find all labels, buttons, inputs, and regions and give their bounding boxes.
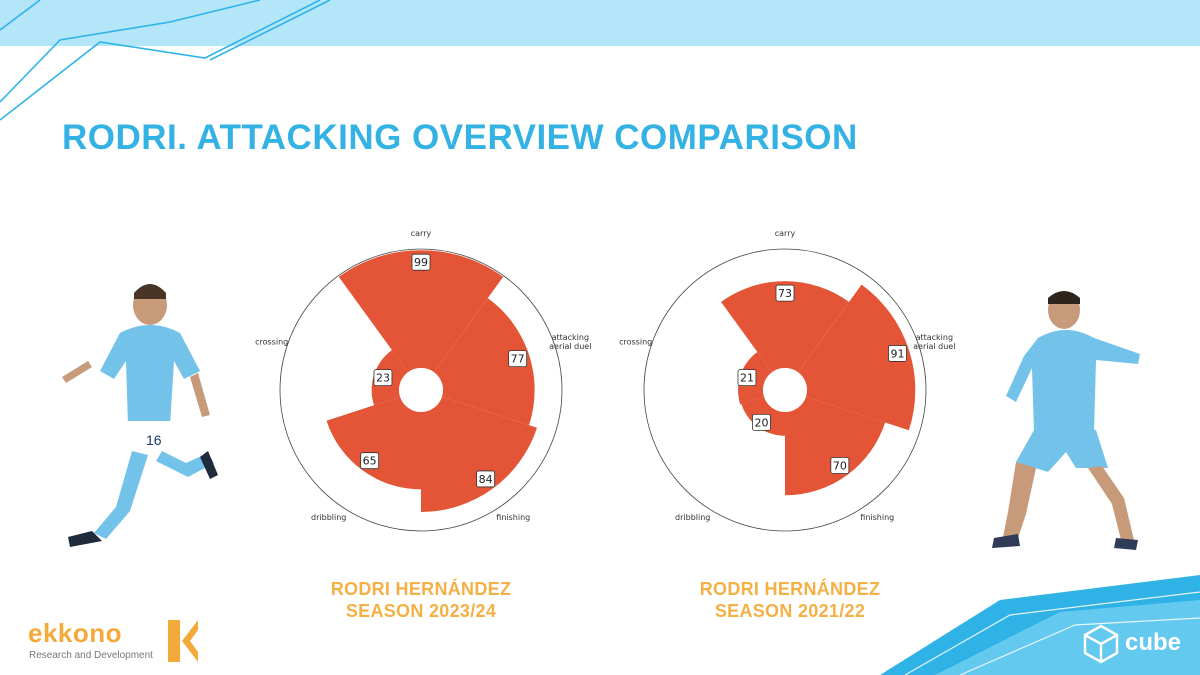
caption-season: SEASON 2021/22 [714,601,866,621]
bar-finishing [421,396,537,512]
cube-icon [1083,624,1119,664]
axis-label-attacking-aerial-duel: attacking aerial duel [913,333,955,351]
axis-label-dribbling: dribbling [675,513,710,522]
ekkono-brand-text: ekkono [28,618,123,648]
chart-caption-2021-22: RODRI HERNÁNDEZ SEASON 2021/22 [660,578,920,622]
player-right-photo [992,291,1140,550]
value-label-dribbling: 65 [360,452,380,470]
value-label-attacking-aerial-duel: 91 [888,345,907,362]
value-label-finishing: 70 [830,457,850,474]
axis-label-crossing: crossing [255,337,288,346]
caption-season: SEASON 2023/24 [345,601,497,621]
value-label-crossing: 21 [737,369,757,387]
player-left-photo: 16 [62,284,218,547]
value-label-carry: 99 [411,253,431,271]
bar-attacking-aerial-duel [797,284,916,431]
axis-label-dribbling: dribbling [311,513,346,522]
cube-brand-text: cube [1125,629,1182,656]
axis-label-carry: carry [775,229,796,238]
value-label-finishing: 84 [476,470,496,488]
axis-label-crossing: crossing [619,337,652,346]
header-band [0,0,1200,46]
bar-finishing [785,396,886,496]
svg-text:77: 77 [511,353,525,366]
axis-label-attacking-aerial-duel: attacking aerial duel [549,333,591,351]
ekkono-tagline: Research and Development [29,650,153,661]
svg-text:16: 16 [146,432,162,448]
chart-center-hole [399,368,443,412]
svg-text:99: 99 [414,256,428,269]
axis-label-carry: carry [411,229,432,238]
cube-logo: cube [1082,624,1192,668]
chart-outer-ring [279,248,563,532]
svg-text:91: 91 [891,347,905,360]
svg-text:23: 23 [376,372,390,385]
bar-dribbling [326,396,421,490]
ekkono-k-icon [168,620,198,662]
page-title: RODRI. ATTACKING OVERVIEW COMPARISON [62,118,858,157]
caption-player-name: RODRI HERNÁNDEZ [699,579,881,599]
chart-caption-2023-24: RODRI HERNÁNDEZ SEASON 2023/24 [291,578,551,622]
svg-text:84: 84 [479,473,493,486]
svg-text:20: 20 [754,416,768,429]
bar-attacking-aerial-duel [433,298,535,426]
chart-outer-ring [643,248,927,532]
radar-chart-2023-24: carry attacking aerial duel finishing dribbl… [255,229,591,532]
value-label-attacking-aerial-duel: 77 [508,350,528,367]
caption-player-name: RODRI HERNÁNDEZ [330,579,512,599]
svg-text:65: 65 [363,455,377,468]
radar-chart-2021-22: carry attacking aerial duel finishing dribbl… [619,229,955,532]
chart-center-hole [763,368,807,412]
value-label-carry: 73 [775,284,795,302]
value-label-dribbling: 20 [752,413,771,431]
svg-text:21: 21 [740,372,754,385]
axis-label-finishing: finishing [860,513,894,522]
svg-text:70: 70 [833,459,847,472]
ekkono-logo: ekkono Research and Development [28,618,208,668]
value-label-crossing: 23 [373,369,393,387]
bar-carry [338,250,504,373]
axis-label-finishing: finishing [496,513,530,522]
svg-text:73: 73 [778,287,792,300]
bar-carry [721,281,849,373]
